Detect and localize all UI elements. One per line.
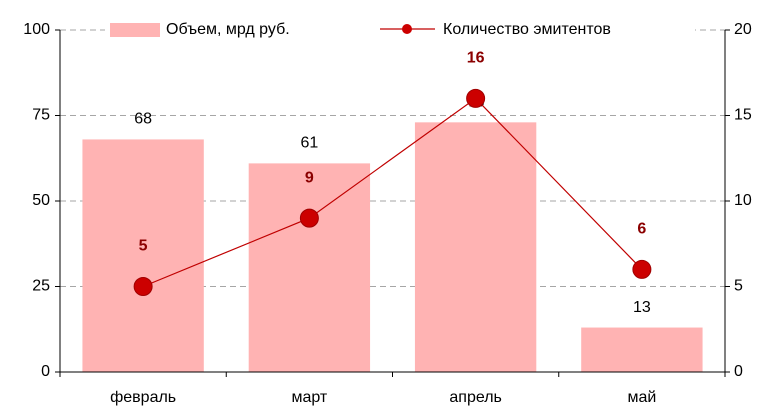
y-tick-label: 50 bbox=[32, 192, 50, 209]
y2-tick-label: 0 bbox=[734, 363, 743, 380]
y2-tick-label: 15 bbox=[734, 107, 752, 124]
bar bbox=[581, 327, 703, 372]
x-tick-label: апрель bbox=[449, 389, 502, 406]
legend-swatch-marker bbox=[402, 24, 412, 34]
y-tick-label: 0 bbox=[41, 363, 50, 380]
line-marker bbox=[466, 88, 486, 108]
legend-label: Количество эмитентов bbox=[443, 21, 611, 38]
y2-tick-label: 5 bbox=[734, 278, 743, 295]
bar bbox=[82, 139, 204, 372]
y2-tick-label: 20 bbox=[734, 21, 752, 38]
x-tick-label: февраль bbox=[110, 389, 176, 406]
bar-value-label: 68 bbox=[134, 111, 152, 128]
x-tick-label: май bbox=[627, 389, 656, 406]
bar-value-label: 61 bbox=[300, 135, 318, 152]
line-value-label: 5 bbox=[139, 238, 148, 255]
line-marker bbox=[632, 259, 652, 279]
line-marker bbox=[299, 208, 319, 228]
bar bbox=[248, 163, 371, 372]
line-marker bbox=[133, 277, 153, 296]
y-tick-label: 100 bbox=[23, 21, 50, 38]
x-tick-label: март bbox=[291, 389, 327, 406]
line bbox=[142, 97, 643, 288]
bar bbox=[414, 122, 537, 372]
line-value-label: 16 bbox=[467, 50, 485, 67]
line-value-label: 6 bbox=[637, 221, 646, 238]
y-tick-label: 25 bbox=[32, 278, 50, 295]
y-tick-label: 75 bbox=[32, 107, 50, 124]
legend-swatch bbox=[110, 23, 160, 37]
legend-label: Объем, мрд руб. bbox=[166, 21, 290, 38]
line-value-label: 9 bbox=[305, 169, 314, 186]
y2-tick-label: 10 bbox=[734, 192, 752, 209]
bar-value-label: 13 bbox=[633, 299, 651, 316]
